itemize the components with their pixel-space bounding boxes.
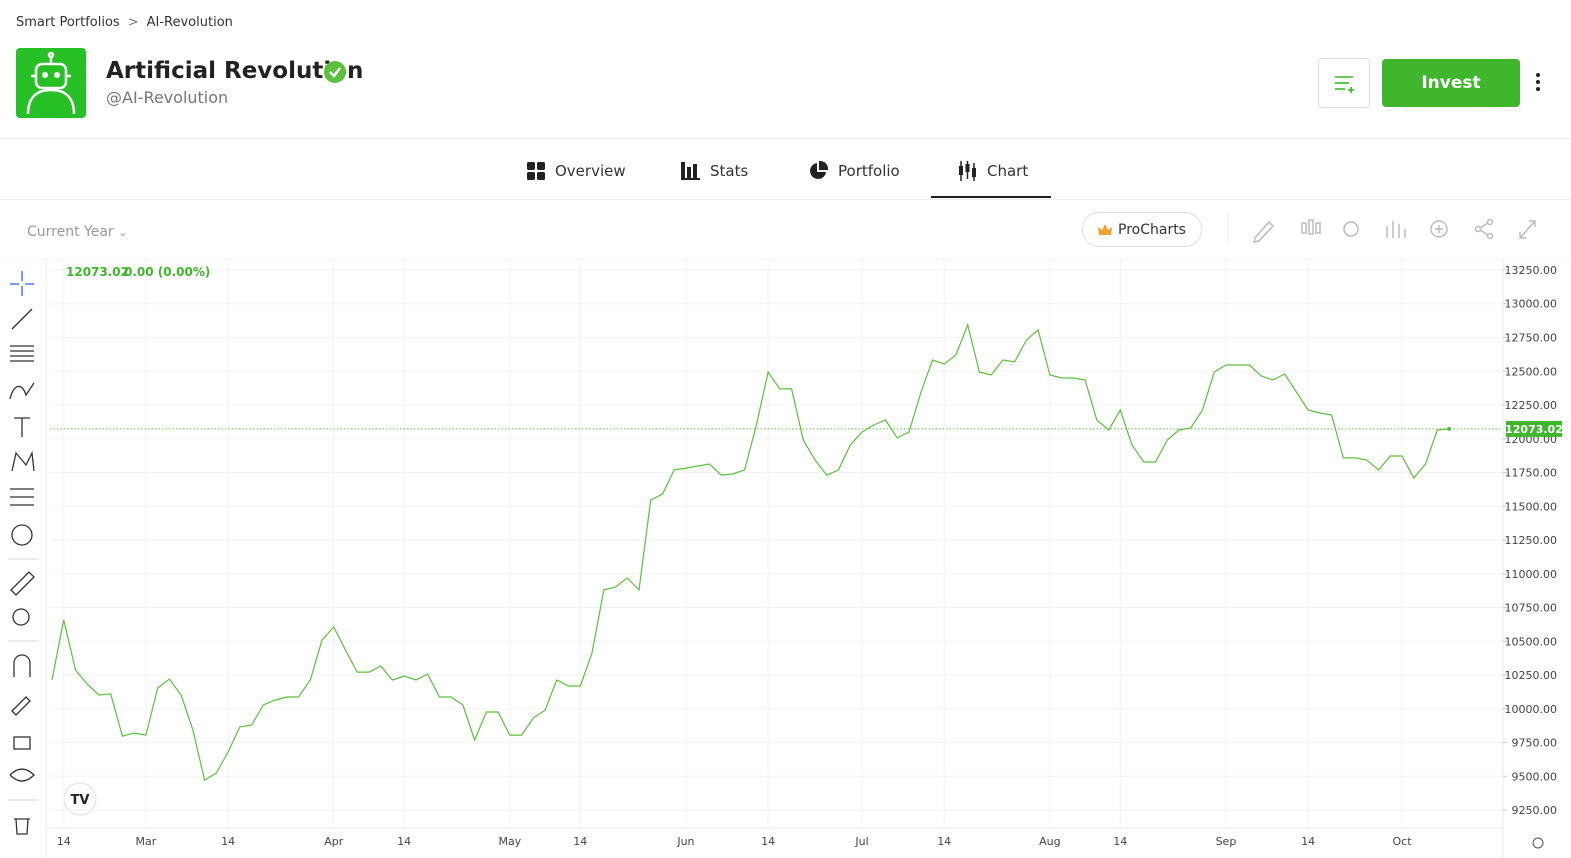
divider [0, 199, 1571, 200]
invest-button[interactable]: Invest [1382, 59, 1520, 107]
magnet-tool[interactable] [13, 654, 31, 677]
last-price-tag [1506, 420, 1562, 437]
x-tick-label: May [498, 835, 521, 848]
y-tick-label: 9750.00 [1512, 737, 1558, 750]
period-label: Current Year [27, 224, 114, 240]
tab-label: Portfolio [838, 162, 900, 180]
share-tool[interactable] [1474, 218, 1494, 240]
lock-tool[interactable] [13, 736, 31, 750]
period-selector[interactable]: Current Year ⌄ [27, 224, 128, 240]
x-tick-label: 14 [573, 835, 587, 848]
y-tick-label: 12750.00 [1505, 331, 1558, 344]
x-tick-label: 14 [761, 835, 775, 848]
last-point [1447, 426, 1451, 431]
prediction-tool[interactable] [10, 488, 34, 506]
tab-stats[interactable]: Stats [681, 156, 748, 186]
breadcrumb: Smart Portfolios > AI-Revolution [16, 15, 233, 30]
tab-label: Overview [555, 162, 626, 180]
divider [0, 138, 1571, 139]
portfolio-title: Artificial Revolution [106, 58, 364, 84]
portfolio-handle: @AI-Revolution [106, 88, 229, 107]
x-tick-label: Jun [676, 835, 694, 848]
crown-icon [1098, 224, 1112, 235]
breadcrumb-current: AI-Revolution [146, 15, 233, 30]
price-chart: TV 13250.00 13000.00 12750.00 12500.00 12250… [0, 259, 1571, 858]
text-tool[interactable] [14, 417, 30, 437]
y-tick-label: 13250.00 [1505, 264, 1558, 277]
y-tick-label: 9500.00 [1512, 770, 1558, 783]
brush-tool[interactable] [9, 382, 35, 400]
y-tick-label: 13000.00 [1505, 298, 1558, 311]
ruler-tool[interactable] [10, 571, 35, 596]
tab-icon [527, 162, 545, 180]
drawing-tools [8, 271, 38, 835]
x-tick-label: Aug [1039, 835, 1060, 848]
tab-icon [959, 161, 976, 181]
y-tick-label: 10250.00 [1505, 669, 1558, 682]
chart-tools [1227, 212, 1536, 246]
y-tick-label: 11000.00 [1505, 568, 1558, 581]
tab-label: Stats [710, 162, 749, 180]
axis-settings[interactable] [1532, 837, 1544, 849]
fullscreen-tool[interactable] [1519, 220, 1536, 239]
lock-drawing-tool[interactable] [11, 696, 31, 716]
y-tick-label: 10000.00 [1505, 703, 1558, 716]
x-tick-label: Apr [324, 835, 344, 848]
emoji-tool[interactable] [11, 524, 33, 546]
tab-chart[interactable]: Chart [958, 156, 1028, 186]
x-tick-label: 14 [1113, 835, 1127, 848]
price-line [51, 322, 1450, 782]
x-tick-label: Jul [854, 835, 868, 848]
watchlist-button[interactable] [1318, 58, 1370, 108]
more-menu[interactable] [1532, 72, 1544, 92]
draw-tool[interactable] [1252, 220, 1275, 243]
tab-overview[interactable]: Overview [527, 156, 626, 186]
legend-price: 12073.02 [66, 265, 129, 279]
settings-tool[interactable] [1343, 221, 1359, 237]
y-tick-label: 11500.00 [1505, 500, 1558, 513]
zoom-tool[interactable] [12, 608, 30, 626]
add-tool[interactable] [1430, 220, 1448, 238]
y-tick-label: 12250.00 [1505, 399, 1558, 412]
x-tick-label: 14 [397, 835, 411, 848]
indicators-tool[interactable] [1386, 221, 1406, 238]
x-tick-label: Oct [1393, 835, 1413, 848]
trendline-tool[interactable] [11, 308, 33, 330]
tradingview-mark: TV [71, 793, 90, 808]
verified-badge [324, 61, 346, 83]
fib-tool[interactable] [10, 345, 34, 362]
watchlist-icon [1335, 76, 1354, 93]
robot-icon [26, 51, 76, 115]
y-tick-label: 12500.00 [1505, 365, 1558, 378]
active-tab-indicator [931, 196, 1051, 198]
pattern-tool[interactable] [11, 450, 35, 472]
tab-icon [810, 161, 828, 179]
x-tick-label: Mar [136, 835, 157, 848]
breadcrumb-link[interactable]: Smart Portfolios [16, 15, 120, 30]
last-price-label: 12073.02 [1505, 423, 1563, 436]
legend-change: 0.00 (0.00%) [124, 265, 210, 279]
tab-portfolio[interactable]: Portfolio [808, 156, 900, 186]
y-tick-label: 11250.00 [1505, 534, 1558, 547]
x-tick-label: 14 [1301, 835, 1315, 848]
x-tick-label: Sep [1216, 835, 1237, 848]
portfolio-logo [16, 48, 86, 118]
grid [50, 260, 1503, 828]
delete-tool[interactable] [14, 818, 30, 835]
y-tick-label: 10500.00 [1505, 635, 1558, 648]
x-tick-label: 14 [221, 835, 235, 848]
x-tick-label: 14 [937, 835, 951, 848]
procharts-label: ProCharts [1118, 221, 1186, 238]
y-tick-label: 10750.00 [1505, 602, 1558, 615]
visibility-tool[interactable] [9, 768, 35, 782]
tab-icon [681, 162, 700, 180]
x-tick-label: 14 [57, 835, 71, 848]
y-tick-label: 11750.00 [1505, 467, 1558, 480]
candle-tool[interactable] [1301, 219, 1321, 235]
tab-label: Chart [987, 162, 1029, 180]
crosshair-tool[interactable] [10, 271, 34, 296]
procharts-button[interactable]: ProCharts [1082, 212, 1202, 247]
y-tick-label: 9250.00 [1512, 804, 1558, 817]
